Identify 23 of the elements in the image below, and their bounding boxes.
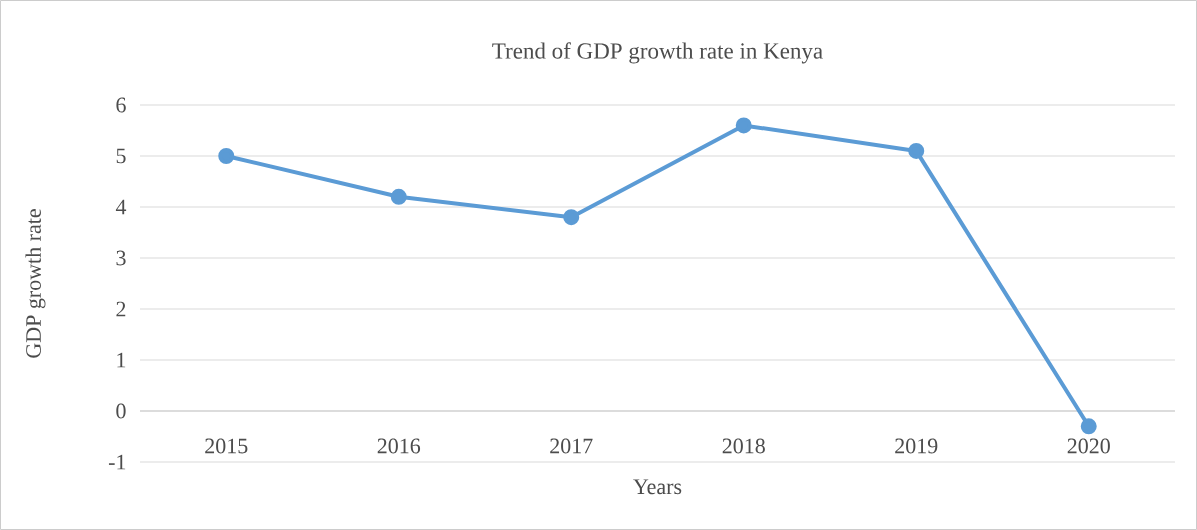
- point: [1080, 418, 1097, 435]
- point: [908, 142, 925, 159]
- x-tick-label: 2019: [895, 438, 938, 454]
- x-tick-label: 2017: [550, 438, 593, 454]
- x-tick-label: 2015: [205, 438, 248, 454]
- y-tick-label: 2: [116, 301, 126, 317]
- y-tick-label: 1: [117, 352, 126, 368]
- x-tick-label: 2018: [722, 438, 765, 454]
- point: [218, 148, 235, 164]
- point: [735, 117, 752, 134]
- chart-title: Trend of GDP growth rate in Kenya: [492, 42, 823, 64]
- x-tick-label: 2016: [377, 438, 421, 454]
- y-tick-label: 6: [116, 97, 126, 113]
- y-tick-label: 0: [116, 403, 126, 419]
- x-axis-title: Years: [633, 479, 682, 495]
- x-tick-label: 2020: [1067, 438, 1110, 454]
- y-tick-label: -1: [108, 454, 126, 470]
- y-axis-title: GDP growth rate: [25, 209, 46, 358]
- y-tick-label: 5: [116, 148, 126, 164]
- point: [563, 209, 580, 226]
- y-tick-label: 3: [116, 250, 126, 266]
- y-tick-label: 4: [115, 199, 127, 215]
- point: [390, 188, 407, 205]
